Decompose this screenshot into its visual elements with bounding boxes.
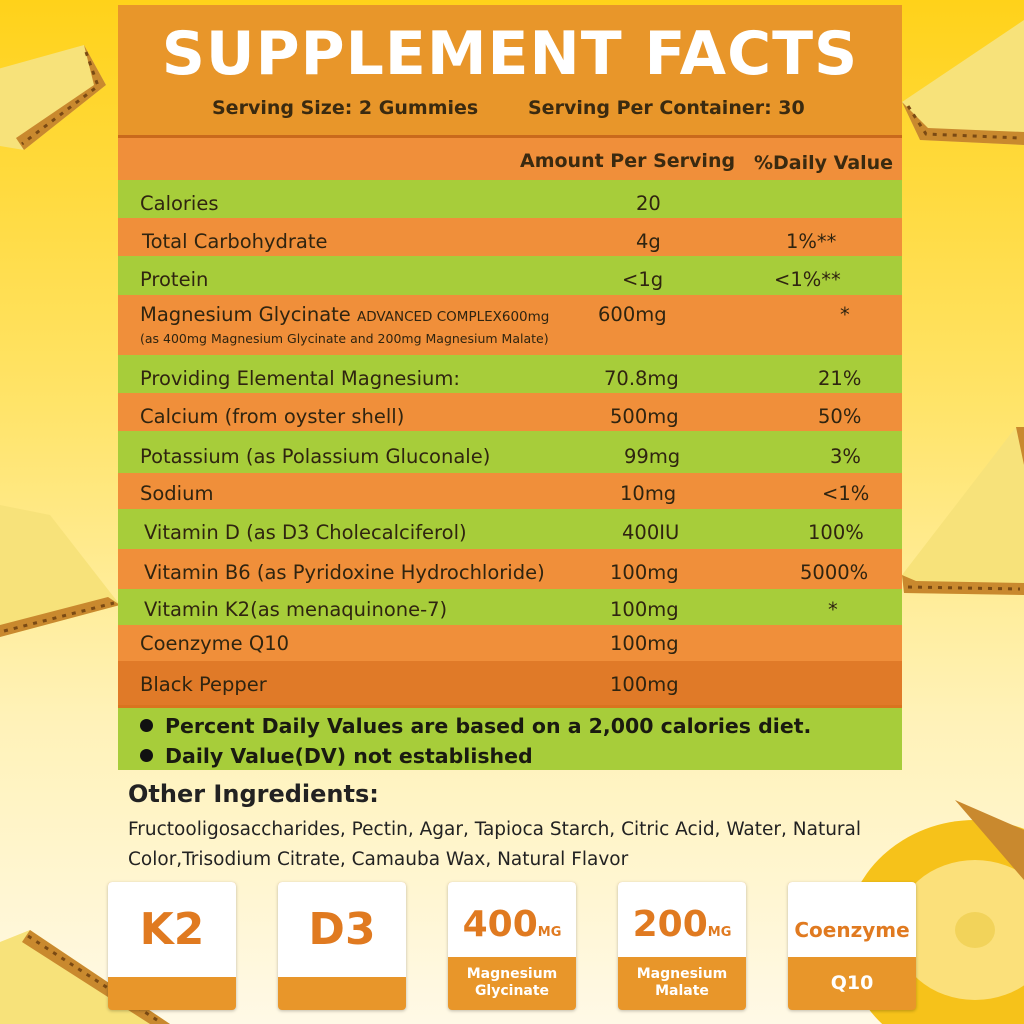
badge-top <box>108 882 236 977</box>
table-row: Black Pepper 100mg <box>118 661 902 705</box>
table-row: Potassium (as Polassium Gluconale) 99mg … <box>118 431 902 473</box>
title-block: SUPPLEMENT FACTS Serving Size: 2 Gummies… <box>118 5 902 135</box>
table-row: Sodium 10mg <1% <box>118 473 902 509</box>
footnote: Percent Daily Values are based on a 2,00… <box>140 714 811 738</box>
table-row: Total Carbohydrate 4g 1%** <box>118 218 902 256</box>
badge-caption: Magnesium Glycinate <box>466 966 558 999</box>
badge-number: 400MG <box>462 904 562 945</box>
badge-top <box>618 882 746 957</box>
footnotes: Percent Daily Values are based on a 2,00… <box>118 705 902 770</box>
badge-label: D3 <box>308 904 376 955</box>
table-row: Vitamin B6 (as Pyridoxine Hydrochloride)… <box>118 549 902 589</box>
nutrient-dv: <1%** <box>774 268 841 291</box>
table-row: Calories 20 <box>118 180 902 218</box>
badge-label: K2 <box>139 904 205 955</box>
badge-caption: Q10 <box>830 972 874 994</box>
badge-d3: D3 <box>278 882 406 1010</box>
table-row: Calcium (from oyster shell) 500mg 50% <box>118 393 902 431</box>
table-row: Providing Elemental Magnesium: 70.8mg 21… <box>118 355 902 393</box>
nutrient-amount: 100mg <box>610 632 679 655</box>
nutrient-amount: 4g <box>636 230 661 253</box>
table-row: Magnesium Glycinate ADVANCED COMPLEX600m… <box>118 295 902 355</box>
nutrient-dv: 50% <box>818 405 862 428</box>
nutrient-amount: 70.8mg <box>604 367 679 390</box>
nutrient-name: Sodium <box>140 482 214 505</box>
header-amount: Amount Per Serving <box>520 150 736 172</box>
nutrient-dv: 100% <box>808 521 864 544</box>
nutrient-amount: 100mg <box>610 561 679 584</box>
bullet-icon <box>140 748 153 762</box>
header-daily-value: %Daily Value <box>754 152 894 174</box>
badge-coenzyme-q10: Coenzyme Q10 <box>788 882 916 1010</box>
nutrient-name: Calcium (from oyster shell) <box>140 405 405 428</box>
nutrient-dv: <1% <box>822 482 870 505</box>
nutrient-name: Vitamin K2(as menaquinone-7) <box>144 598 448 621</box>
nutrient-amount: 100mg <box>610 598 679 621</box>
nutrient-dv: 1%** <box>786 230 837 253</box>
nutrient-name: Providing Elemental Magnesium: <box>140 367 460 390</box>
table-row: Vitamin K2(as menaquinone-7) 100mg * <box>118 589 902 625</box>
nutrient-dv: 21% <box>818 367 862 390</box>
table-row: Vitamin D (as D3 Cholecalciferol) 400IU … <box>118 509 902 549</box>
supplement-facts-panel: SUPPLEMENT FACTS Serving Size: 2 Gummies… <box>118 5 902 770</box>
nutrient-name: Potassium (as Polassium Gluconale) <box>140 445 491 468</box>
other-ingredients-text: Fructooligosaccharides, Pectin, Agar, Ta… <box>128 819 862 870</box>
nutrient-name: Coenzyme Q10 <box>140 632 290 655</box>
badge-magnesium-glycinate: 400MG Magnesium Glycinate <box>448 882 576 1010</box>
badge-label: Coenzyme <box>794 918 910 942</box>
nutrient-amount: 500mg <box>610 405 679 428</box>
serving-size: Serving Size: 2 Gummies <box>212 97 479 119</box>
page-title: SUPPLEMENT FACTS <box>161 19 859 89</box>
nutrient-dv: * <box>828 598 838 621</box>
badge-number: 200MG <box>632 904 732 945</box>
table-header: Amount Per Serving %Daily Value <box>118 138 902 180</box>
nutrient-name: Total Carbohydrate <box>142 230 328 253</box>
nutrient-name: Magnesium Glycinate ADVANCED COMPLEX600m… <box>140 303 550 326</box>
nutrient-dv: * <box>840 303 850 326</box>
nutrient-name: Black Pepper <box>140 673 267 696</box>
table-row: Coenzyme Q10 100mg <box>118 625 902 661</box>
badge-top <box>788 882 916 957</box>
footnote: Daily Value(DV) not established <box>140 744 533 768</box>
pineapple-slice-image <box>898 425 1024 610</box>
nutrient-amount: 99mg <box>624 445 681 468</box>
nutrient-amount: <1g <box>622 268 664 291</box>
badge-k2: K2 <box>108 882 236 1010</box>
nutrient-dv: 5000% <box>800 561 869 584</box>
pineapple-slice-image <box>0 505 122 645</box>
nutrient-amount: 600mg <box>598 303 667 326</box>
pineapple-slice-image <box>900 10 1024 150</box>
divider <box>118 135 902 138</box>
badge-top <box>448 882 576 957</box>
other-ingredients-title: Other Ingredients: <box>128 780 379 808</box>
nutrient-name: Calories <box>140 192 219 215</box>
nutrient-dv: 3% <box>830 445 861 468</box>
bullet-icon <box>140 718 153 732</box>
nutrient-name: Vitamin B6 (as Pyridoxine Hydrochloride) <box>144 561 545 584</box>
nutrient-name: Vitamin D (as D3 Cholecalciferol) <box>144 521 467 544</box>
servings-per-container: Serving Per Container: 30 <box>528 97 805 119</box>
table-row: Protein <1g <1%** <box>118 256 902 295</box>
nutrient-name: Protein <box>140 268 209 291</box>
badge-magnesium-malate: 200MG Magnesium Malate <box>618 882 746 1010</box>
nutrient-amount: 100mg <box>610 673 679 696</box>
nutrient-amount: 10mg <box>620 482 677 505</box>
pineapple-slice-image <box>0 40 112 152</box>
nutrient-amount: 20 <box>636 192 661 215</box>
nutrient-subtext: (as 400mg Magnesium Glycinate and 200mg … <box>140 331 549 346</box>
badge-caption: Magnesium Malate <box>636 966 728 999</box>
nutrient-amount: 400IU <box>622 521 680 544</box>
badge-top <box>278 882 406 977</box>
